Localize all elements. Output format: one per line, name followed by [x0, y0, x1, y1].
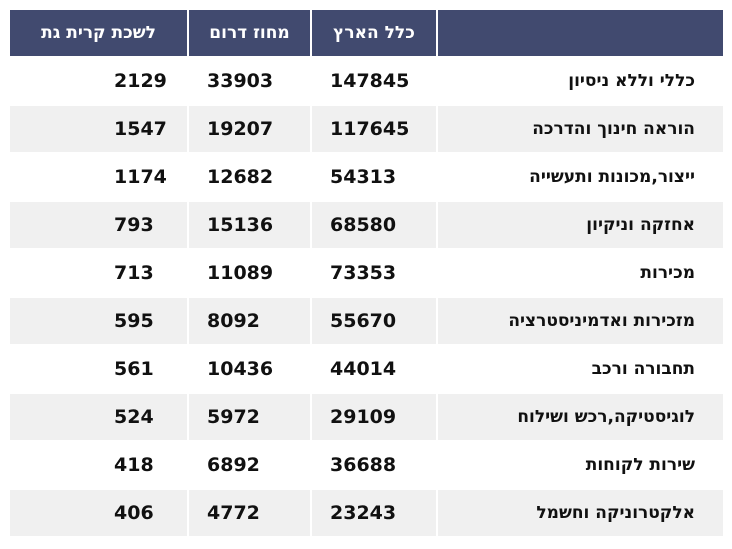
table-header-row: כלל הארץ מחוז דרום לשכת קרית גת: [10, 10, 723, 57]
row-category-label: שירות לקוחות: [436, 440, 723, 489]
cell-kiryat-gat: 561: [10, 344, 188, 393]
cell-kiryat-gat: 406: [10, 488, 188, 536]
row-category-label: מזכירות ואדמיניסטרציה: [436, 296, 723, 345]
row-category-label: מכירות: [436, 248, 723, 297]
row-category-label: אלקטרוניקה וחשמל: [436, 488, 723, 536]
cell-national: 55670: [310, 296, 437, 345]
cell-national: 147845: [310, 56, 437, 105]
cell-south-district: 10436: [187, 344, 311, 393]
data-table: כלל הארץ מחוז דרום לשכת קרית גת כללי ולל…: [10, 10, 723, 536]
cell-kiryat-gat: 595: [10, 296, 188, 345]
cell-kiryat-gat: 2129: [10, 56, 188, 105]
cell-national: 117645: [310, 104, 437, 153]
cell-south-district: 19207: [187, 104, 311, 153]
table-row: אחזקה וניקיון 68580 15136 793: [10, 200, 723, 249]
table-row: מזכירות ואדמיניסטרציה 55670 8092 595: [10, 296, 723, 345]
row-category-label: תחבורה ורכב: [436, 344, 723, 393]
header-category: [436, 10, 723, 57]
data-table-container: כלל הארץ מחוז דרום לשכת קרית גת כללי ולל…: [10, 10, 723, 536]
table-row: שירות לקוחות 36688 6892 418: [10, 440, 723, 489]
header-national: כלל הארץ: [310, 10, 437, 57]
row-category-label: לוגיסטיקה,רכש ושילוח: [436, 392, 723, 441]
cell-national: 68580: [310, 200, 437, 249]
table-row: אלקטרוניקה וחשמל 23243 4772 406: [10, 488, 723, 536]
cell-kiryat-gat: 1174: [10, 152, 188, 201]
cell-south-district: 4772: [187, 488, 311, 536]
cell-south-district: 6892: [187, 440, 311, 489]
cell-south-district: 33903: [187, 56, 311, 105]
header-south-district: מחוז דרום: [187, 10, 311, 57]
cell-kiryat-gat: 793: [10, 200, 188, 249]
table-row: תחבורה ורכב 44014 10436 561: [10, 344, 723, 393]
cell-kiryat-gat: 524: [10, 392, 188, 441]
row-category-label: הוראה חינוך והדרכה: [436, 104, 723, 153]
cell-national: 23243: [310, 488, 437, 536]
table-row: לוגיסטיקה,רכש ושילוח 29109 5972 524: [10, 392, 723, 441]
cell-south-district: 12682: [187, 152, 311, 201]
cell-south-district: 11089: [187, 248, 311, 297]
cell-national: 36688: [310, 440, 437, 489]
cell-south-district: 8092: [187, 296, 311, 345]
cell-kiryat-gat: 1547: [10, 104, 188, 153]
row-category-label: ייצור,מכונות ותעשייה: [436, 152, 723, 201]
row-category-label: אחזקה וניקיון: [436, 200, 723, 249]
cell-south-district: 15136: [187, 200, 311, 249]
cell-national: 54313: [310, 152, 437, 201]
table-row: ייצור,מכונות ותעשייה 54313 12682 1174: [10, 152, 723, 201]
cell-south-district: 5972: [187, 392, 311, 441]
table-row: הוראה חינוך והדרכה 117645 19207 1547: [10, 104, 723, 153]
header-kiryat-gat: לשכת קרית גת: [10, 10, 188, 57]
table-row: כללי וללא ניסיון 147845 33903 2129: [10, 56, 723, 105]
row-category-label: כללי וללא ניסיון: [436, 56, 723, 105]
cell-national: 44014: [310, 344, 437, 393]
table-body: כללי וללא ניסיון 147845 33903 2129 הוראה חינ…: [10, 56, 723, 536]
cell-national: 73353: [310, 248, 437, 297]
table-row: מכירות 73353 11089 713: [10, 248, 723, 297]
cell-kiryat-gat: 713: [10, 248, 188, 297]
cell-kiryat-gat: 418: [10, 440, 188, 489]
cell-national: 29109: [310, 392, 437, 441]
